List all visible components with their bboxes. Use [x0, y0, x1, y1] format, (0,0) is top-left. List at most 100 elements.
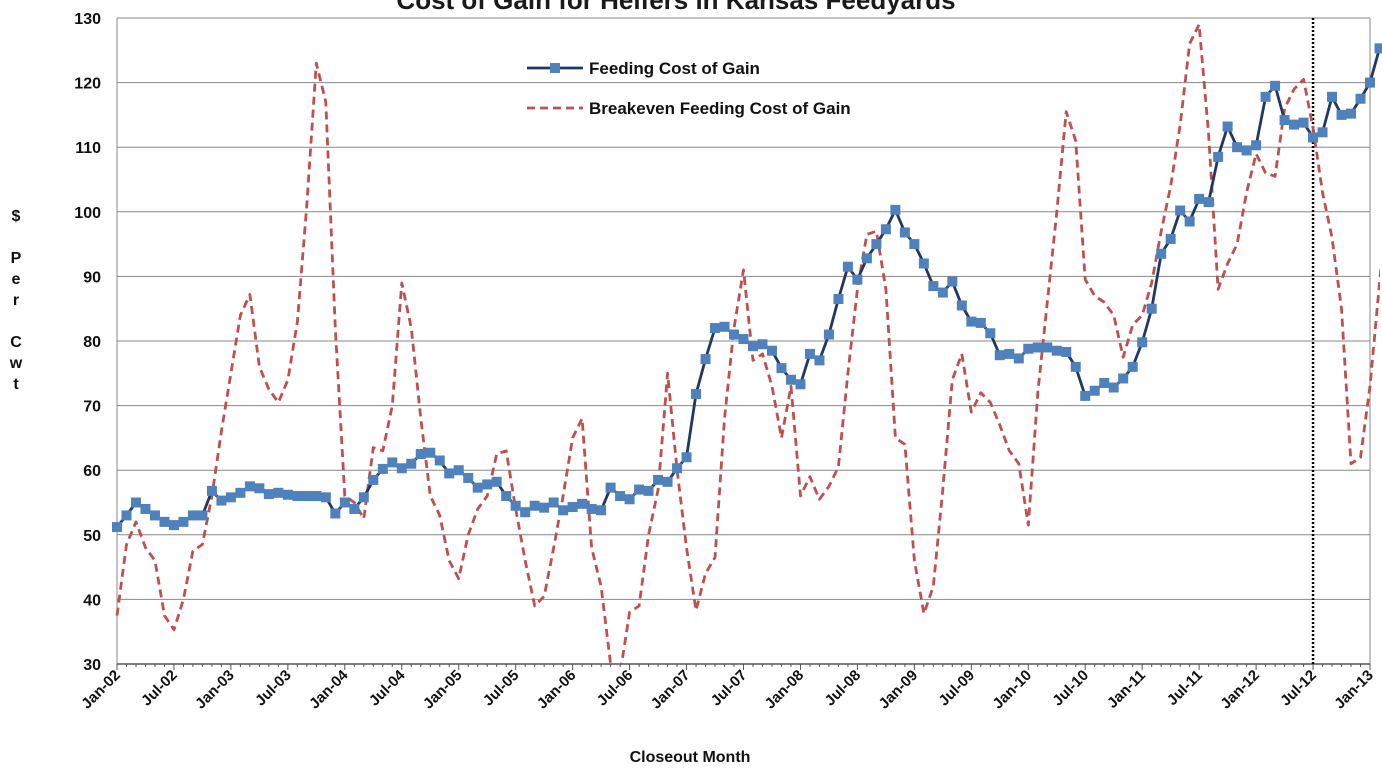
feeding-point	[795, 379, 806, 390]
feeding-point	[349, 503, 360, 514]
feeding-point	[624, 494, 635, 505]
feeding-point	[1308, 132, 1319, 143]
feeding-point	[112, 522, 122, 533]
feeding-point	[700, 354, 711, 365]
feeding-point	[691, 388, 702, 399]
y-axis-label-char: P	[11, 250, 22, 267]
feeding-point	[463, 472, 474, 483]
y-axis-label-char: C	[10, 334, 22, 351]
feeding-point	[168, 520, 179, 531]
feeding-point	[567, 502, 578, 513]
feeding-point	[757, 339, 768, 350]
y-tick-labels: 30 40 50 60 70 80 90 100 110 120 130	[74, 11, 101, 674]
feeding-point	[956, 300, 967, 311]
feeding-point	[130, 497, 141, 508]
legend: Feeding Cost of Gain Breakeven Feeding Co…	[527, 59, 851, 118]
feeding-point	[947, 276, 958, 287]
feeding-point	[681, 452, 692, 463]
feeding-point	[1184, 216, 1195, 227]
y-tick-label: 30	[83, 657, 101, 674]
feeding-point	[149, 510, 160, 521]
feeding-point	[1146, 303, 1157, 314]
feeding-point	[1070, 361, 1081, 372]
y-tick-label: 120	[74, 76, 101, 93]
feeding-point	[1194, 193, 1205, 204]
feeding-point	[235, 487, 246, 498]
feeding-point	[1127, 361, 1138, 372]
feeding-point	[710, 323, 721, 334]
feeding-point	[121, 510, 132, 521]
feeding-point	[1374, 43, 1382, 54]
x-tick-label: Jan-13	[1331, 667, 1377, 713]
feeding-point	[558, 505, 569, 516]
feeding-point	[776, 363, 787, 374]
y-axis-label-char: $	[12, 208, 21, 225]
x-tick-label: Jul-09	[935, 667, 978, 710]
feeding-point	[1089, 385, 1100, 396]
feeding-point	[577, 498, 588, 509]
feeding-point	[880, 224, 891, 235]
feeding-point	[937, 287, 948, 298]
feeding-point	[643, 485, 654, 496]
x-tick-label: Jul-02	[138, 667, 181, 710]
feeding-point	[197, 510, 208, 521]
feeding-point	[833, 294, 844, 305]
x-tick-labels: Jan-02 Jul-02 Jan-03 Jul-03 Jan-04 Jul-04 Jan-…	[78, 666, 1377, 712]
y-axis-label-char: w	[9, 355, 23, 372]
x-tick-label: Jul-07	[708, 667, 751, 710]
feeding-point	[1327, 91, 1338, 102]
feeding-point	[330, 508, 341, 519]
feeding-point	[586, 503, 597, 514]
feeding-point	[1013, 353, 1024, 364]
feeding-point	[1156, 248, 1167, 259]
feeding-point	[985, 328, 996, 339]
feeding-point	[377, 463, 388, 474]
x-tick-label: Jan-11	[1104, 667, 1149, 712]
y-tick-label: 130	[74, 11, 101, 28]
feeding-point	[320, 492, 331, 503]
y-tick-label: 80	[83, 334, 101, 351]
feeding-point	[178, 516, 189, 527]
feeding-point	[1118, 373, 1129, 384]
feeding-point	[282, 489, 293, 500]
feeding-point	[918, 258, 929, 269]
feeding-point	[339, 497, 350, 508]
feeding-point	[1317, 127, 1328, 138]
x-tick-label: Jan-09	[876, 667, 922, 713]
feeding-point	[263, 489, 274, 500]
feeding-point	[1080, 390, 1091, 401]
x-tick-label: Jul-04	[366, 666, 409, 709]
feeding-point	[928, 281, 939, 292]
x-tick-label: Jul-06	[594, 667, 637, 710]
legend-feeding-label: Feeding Cost of Gain	[589, 59, 760, 78]
series	[112, 23, 1382, 664]
series-breakeven-line	[115, 23, 1380, 664]
feeding-point	[766, 345, 777, 356]
x-tick-label: Jul-05	[480, 667, 523, 710]
y-tick-label: 60	[83, 463, 101, 480]
feeding-point	[729, 329, 740, 340]
x-tick-label: Jan-08	[762, 667, 808, 713]
feeding-point	[823, 329, 834, 340]
feeding-point	[1289, 119, 1300, 130]
x-tick-label: Jan-03	[192, 667, 238, 713]
x-axis-label: Closeout Month	[630, 749, 751, 766]
feeding-point	[1260, 91, 1271, 102]
feeding-point	[1222, 121, 1233, 132]
feeding-point	[605, 482, 616, 493]
feeding-point	[548, 497, 559, 508]
feeding-point	[387, 457, 398, 468]
feeding-point	[1108, 382, 1119, 393]
feeding-point	[1004, 348, 1015, 359]
feeding-point	[994, 350, 1005, 361]
feeding-point	[244, 481, 255, 492]
feeding-point	[1298, 117, 1309, 128]
feeding-point	[159, 516, 170, 527]
axes	[116, 18, 1371, 670]
feeding-point	[520, 507, 531, 518]
feeding-point	[501, 491, 512, 502]
feeding-point	[1251, 140, 1262, 151]
feeding-point	[1213, 151, 1224, 162]
feeding-point	[814, 355, 825, 366]
